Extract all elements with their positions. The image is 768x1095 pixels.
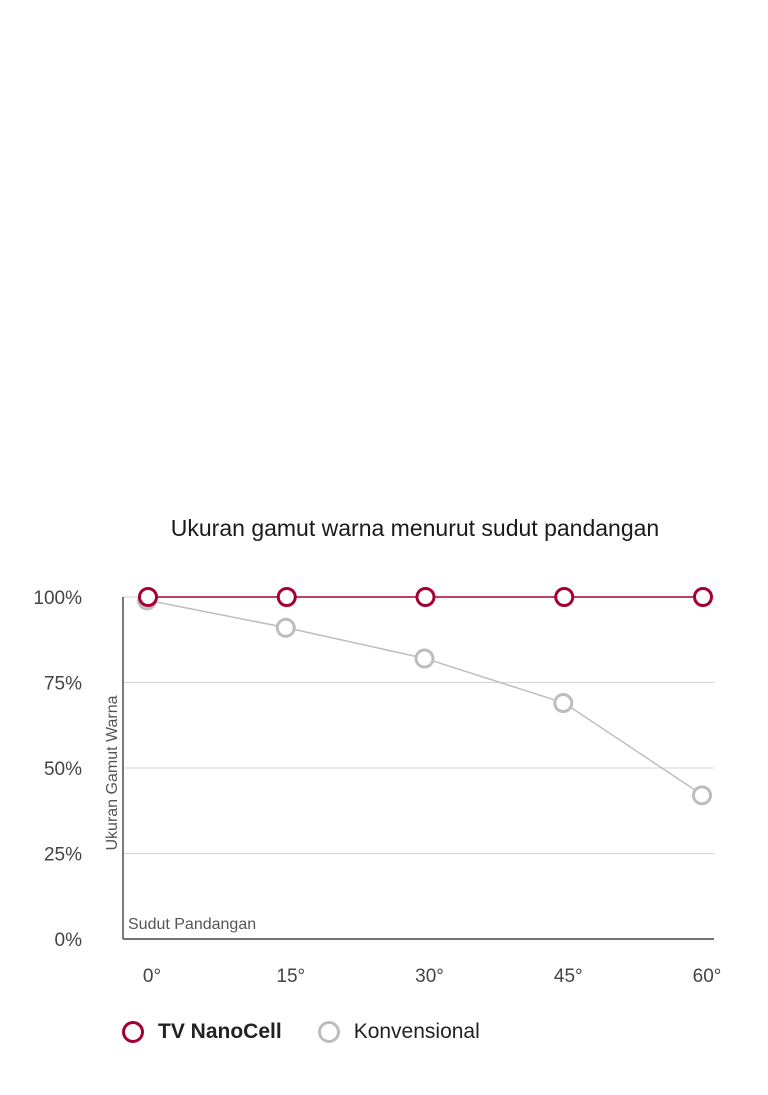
chart-title: Ukuran gamut warna menurut sudut pandang…: [170, 515, 660, 541]
circle-marker-icon: [122, 1021, 144, 1043]
y-tick-label: 0%: [55, 930, 83, 951]
x-tick-label: 15°: [276, 966, 305, 987]
y-tick-label: 25%: [44, 845, 82, 866]
data-point: [276, 587, 297, 607]
legend-label-konvensional: Konvensional: [353, 1020, 480, 1043]
y-tick-label: 75%: [44, 674, 82, 695]
series-tv-nanocell: [138, 587, 713, 607]
x-tick-label: 0°: [143, 966, 161, 987]
legend: TV NanoCell Konvensional: [122, 1020, 516, 1044]
legend-item-konvensional: Konvensional: [317, 1020, 480, 1044]
series-konvensional: [137, 590, 712, 806]
y-tick-label: 50%: [44, 759, 82, 780]
data-point: [275, 617, 296, 638]
data-point: [553, 693, 574, 714]
series-line: [147, 599, 704, 796]
data-point: [692, 785, 712, 806]
y-tick-labels: 0% 25% 50% 75% 100%: [33, 588, 82, 951]
circle-marker-icon: [317, 1021, 340, 1043]
data-point: [414, 648, 435, 669]
x-tick-labels: 0° 15° 30° 45° 60°: [143, 966, 721, 987]
grid-lines: [123, 596, 714, 854]
data-point: [554, 587, 575, 607]
x-axis-label: Sudut Pandangan: [128, 916, 256, 933]
data-point: [693, 587, 713, 607]
series-layer: [137, 587, 713, 806]
x-tick-label: 60°: [693, 966, 722, 987]
data-point: [415, 587, 436, 607]
data-point: [138, 587, 158, 607]
legend-item-nanocell: TV NanoCell: [122, 1020, 282, 1044]
legend-label-nanocell: TV NanoCell: [158, 1020, 282, 1043]
y-tick-label: 100%: [33, 588, 82, 609]
x-tick-label: 30°: [415, 966, 444, 987]
y-axis-label: Ukuran Gamut Warna: [104, 695, 121, 850]
x-tick-label: 45°: [554, 966, 583, 987]
